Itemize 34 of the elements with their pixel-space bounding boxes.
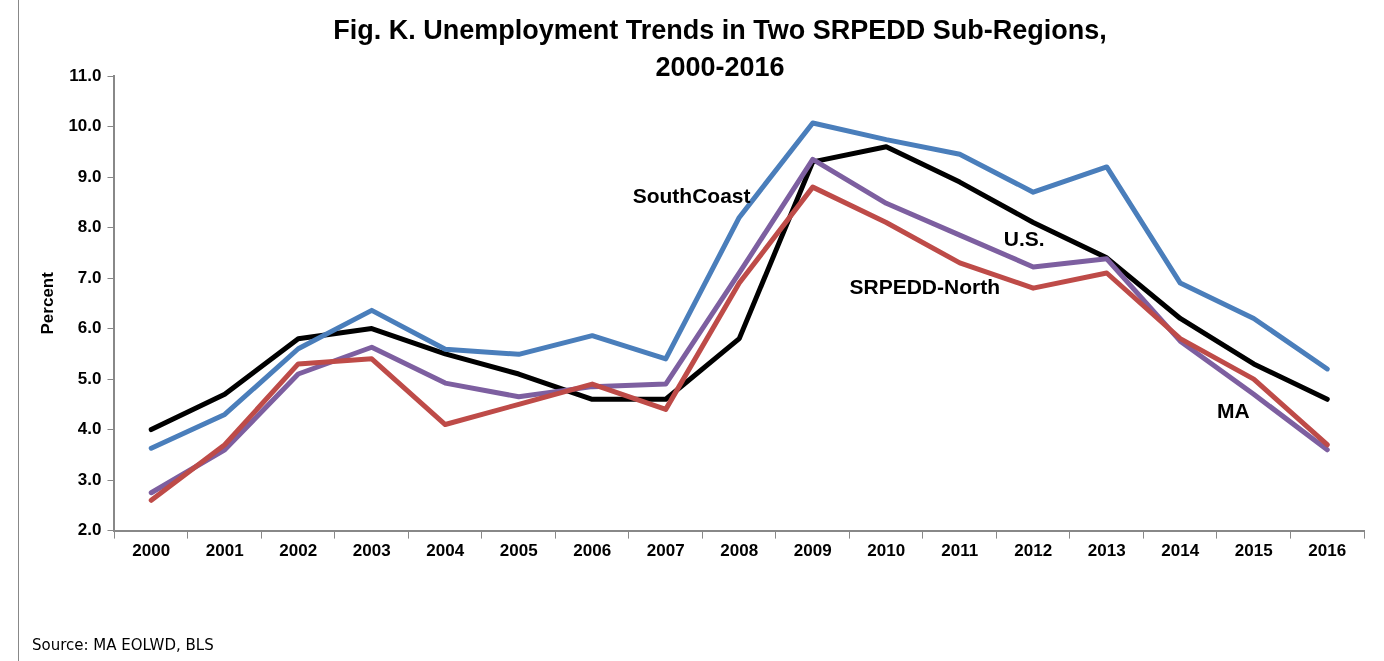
y-tick-label: 7.0 bbox=[77, 267, 102, 287]
x-tick-label: 2004 bbox=[426, 541, 465, 561]
y-tick-label: 6.0 bbox=[77, 318, 102, 338]
y-tick-label: 11.0 bbox=[69, 65, 102, 85]
x-tick-label: 2012 bbox=[1014, 541, 1053, 561]
series-label: SouthCoast bbox=[632, 184, 751, 208]
x-tick-label: 2014 bbox=[1161, 541, 1200, 561]
x-tick-label: 2011 bbox=[941, 541, 979, 561]
y-tick-label: 8.0 bbox=[77, 217, 102, 237]
x-tick-label: 2007 bbox=[646, 541, 685, 561]
x-tick-label: 2003 bbox=[352, 541, 391, 561]
source-note: Source: MA EOLWD, BLS bbox=[32, 636, 214, 654]
series-label: MA bbox=[1217, 398, 1250, 422]
x-tick-label: 2001 bbox=[205, 541, 244, 561]
x-tick-label: 2016 bbox=[1308, 541, 1347, 561]
x-tick-label: 2000 bbox=[132, 541, 171, 561]
y-tick-label: 10.0 bbox=[68, 116, 102, 136]
series-label: SRPEDD-North bbox=[849, 274, 1000, 298]
y-tick-label: 4.0 bbox=[77, 419, 102, 439]
y-axis-title: Percent bbox=[37, 271, 57, 335]
y-tick-label: 2.0 bbox=[77, 520, 102, 540]
x-tick-label: 2002 bbox=[279, 541, 318, 561]
x-tick-label: 2010 bbox=[867, 541, 906, 561]
chart-title: Fig. K. Unemployment Trends in Two SRPEDD Sub-Regions, 2000-2016 bbox=[332, 14, 1108, 84]
y-tick-label: 5.0 bbox=[77, 368, 102, 388]
series-label: U.S. bbox=[1003, 226, 1045, 250]
y-tick-label: 3.0 bbox=[77, 469, 102, 489]
x-tick-label: 2008 bbox=[720, 541, 759, 561]
y-tick-label: 9.0 bbox=[77, 166, 102, 186]
x-tick-label: 2005 bbox=[499, 541, 538, 561]
x-tick-label: 2006 bbox=[573, 541, 612, 561]
x-tick-label: 2015 bbox=[1234, 541, 1273, 561]
x-tick-label: 2013 bbox=[1087, 541, 1126, 561]
x-tick-label: 2009 bbox=[793, 541, 832, 561]
